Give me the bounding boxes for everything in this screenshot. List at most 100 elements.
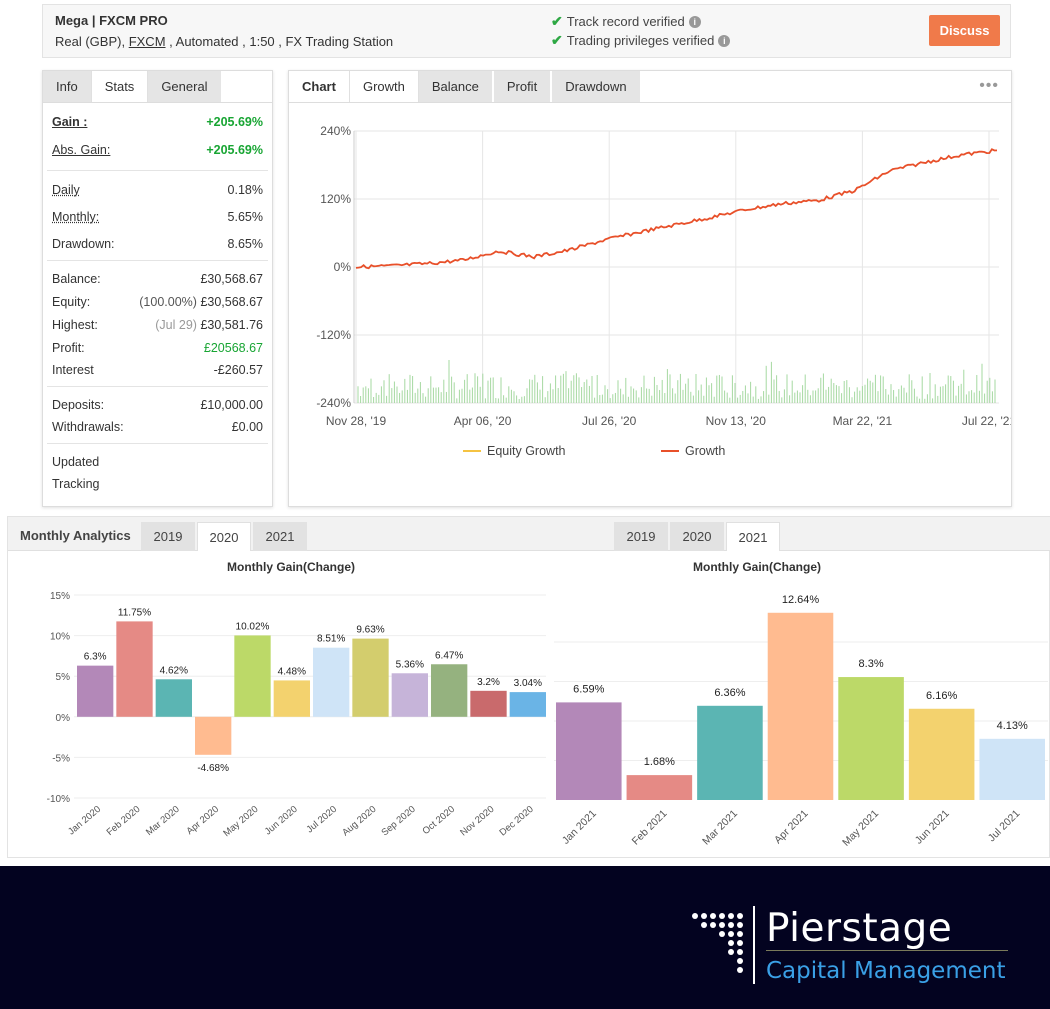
account-header: Mega | FXCM PRO Real (GBP), FXCM , Autom… [42,4,1011,58]
x-tick-label: May 2020 [221,804,260,839]
bar-data-label: 6.59% [573,683,604,695]
monthly-analytics-panel: Monthly Analytics 2019 2020 2021 2019 20… [7,516,1050,858]
brand-divider [766,950,1008,951]
x-tick-label: Jul 26, '20 [582,414,637,428]
x-tick-label: Mar 2021 [700,808,740,848]
x-tick-label: Nov 13, '20 [706,414,767,428]
y-tick-label: 5% [56,672,71,683]
bar [116,621,153,717]
bar [470,690,507,717]
chart-title: Monthly Gain(Change) [693,560,821,574]
x-tick-label: Dec 2020 [498,804,536,839]
stat-profit: Profit: £20568.67 [52,341,263,355]
account-name: Mega | FXCM PRO [55,13,168,28]
x-tick-label: Mar 22, '21 [833,414,893,428]
tab-2021-left[interactable]: 2021 [253,522,307,551]
tab-general[interactable]: General [148,71,221,102]
divider [47,386,268,387]
divider [47,443,268,444]
y-tick-label: -240% [316,396,351,410]
stat-drawdown: Drawdown: 8.65% [52,237,263,251]
legend-growth-label: Growth [685,444,725,458]
bar-data-label: 4.62% [160,665,188,676]
bar-data-label: 6.16% [926,690,957,702]
x-tick-label: Feb 2020 [105,804,143,838]
tab-2019-right[interactable]: 2019 [614,522,668,551]
trading-privileges-verified: ✔ Trading privileges verified i [551,32,731,49]
bar [352,638,389,717]
stat-deposits: Deposits: £10,000.00 [52,398,263,412]
growth-chart-panel: Chart Growth Balance Profit Drawdown •••… [288,70,1012,507]
divider [47,260,268,261]
bar [155,679,192,717]
stats-panel: Info Stats General Gain : +205.69% Abs. G… [42,70,273,507]
bar [697,705,763,800]
bar-data-label: 12.64% [782,594,820,606]
stat-updated: Updated [52,455,100,469]
bar [767,612,834,800]
x-tick-label: Apr 2020 [184,804,221,837]
y-tick-label: -5% [52,753,70,764]
y-tick-label: -120% [316,328,351,342]
legend-equity-label: Equity Growth [487,444,566,458]
tab-drawdown[interactable]: Drawdown [552,71,640,102]
bar-data-label: 8.3% [859,658,884,670]
pierstage-logo-icon [692,906,755,984]
brand-name: Pierstage [766,906,953,951]
stat-daily: Daily 0.18% [52,183,263,197]
y-tick-label: 0% [334,260,352,274]
bar [556,702,622,800]
x-tick-label: Oct 2020 [420,804,457,837]
bar [195,716,232,755]
tab-2020-left[interactable]: 2020 [197,522,251,551]
info-icon[interactable]: i [718,34,731,47]
bar [234,635,271,717]
bar-data-label: 4.13% [997,720,1028,732]
tab-2019-left[interactable]: 2019 [141,522,195,551]
bar-data-label: -4.68% [197,763,229,774]
stat-tracking: Tracking [52,477,100,491]
more-options-icon[interactable]: ••• [979,77,999,94]
x-tick-label: Jan 2021 [560,808,599,847]
tab-profit[interactable]: Profit [493,71,551,102]
bar-data-label: 6.47% [435,650,463,661]
bar-data-label: 1.68% [644,756,675,768]
tab-balance[interactable]: Balance [418,71,492,102]
bar [313,647,350,717]
stat-gain: Gain : +205.69% [52,115,263,129]
bar-data-label: 4.48% [278,666,306,677]
bar-data-label: 8.51% [317,634,345,645]
tab-2021-right[interactable]: 2021 [726,522,780,551]
account-details: Real (GBP), FXCM , Automated , 1:50 , FX… [55,34,393,49]
x-tick-label: Jun 2021 [913,808,952,847]
footer-banner: Pierstage Capital Management [0,866,1050,1009]
tab-2020-right[interactable]: 2020 [670,522,724,551]
stat-interest: Interest -£260.57 [52,363,263,377]
discuss-button[interactable]: Discuss [929,15,1000,46]
x-tick-label: Nov 2020 [458,804,496,839]
info-icon[interactable]: i [688,15,701,28]
account-suffix: , Automated , 1:50 , FX Trading Station [165,34,394,49]
broker-link[interactable]: FXCM [128,34,166,49]
y-tick-label: 240% [320,124,351,138]
x-tick-label: Nov 28, '19 [326,414,387,428]
tab-stats[interactable]: Stats [90,71,149,102]
chart-tabbar: Chart Growth Balance Profit Drawdown [289,71,1011,103]
x-tick-label: Feb 2021 [630,808,670,848]
x-tick-label: Mar 2020 [144,804,182,838]
bar-data-label: 11.75% [118,607,151,618]
y-tick-label: 120% [320,192,351,206]
check-icon: ✔ [551,32,563,48]
bar-data-label: 5.36% [396,659,424,670]
tab-growth[interactable]: Growth [348,71,419,102]
stat-highest: Highest: (Jul 29) £30,581.76 [52,318,263,332]
stat-balance: Balance: £30,568.67 [52,272,263,286]
monthly-title: Monthly Analytics [20,528,131,543]
x-tick-label: Aug 2020 [340,804,378,839]
tab-info[interactable]: Info [43,71,91,102]
growth-series-line [355,148,998,270]
brand-subtitle: Capital Management [766,958,1006,984]
x-tick-label: May 2021 [840,808,881,849]
divider [47,170,268,171]
x-tick-label: Jan 2020 [66,804,103,838]
